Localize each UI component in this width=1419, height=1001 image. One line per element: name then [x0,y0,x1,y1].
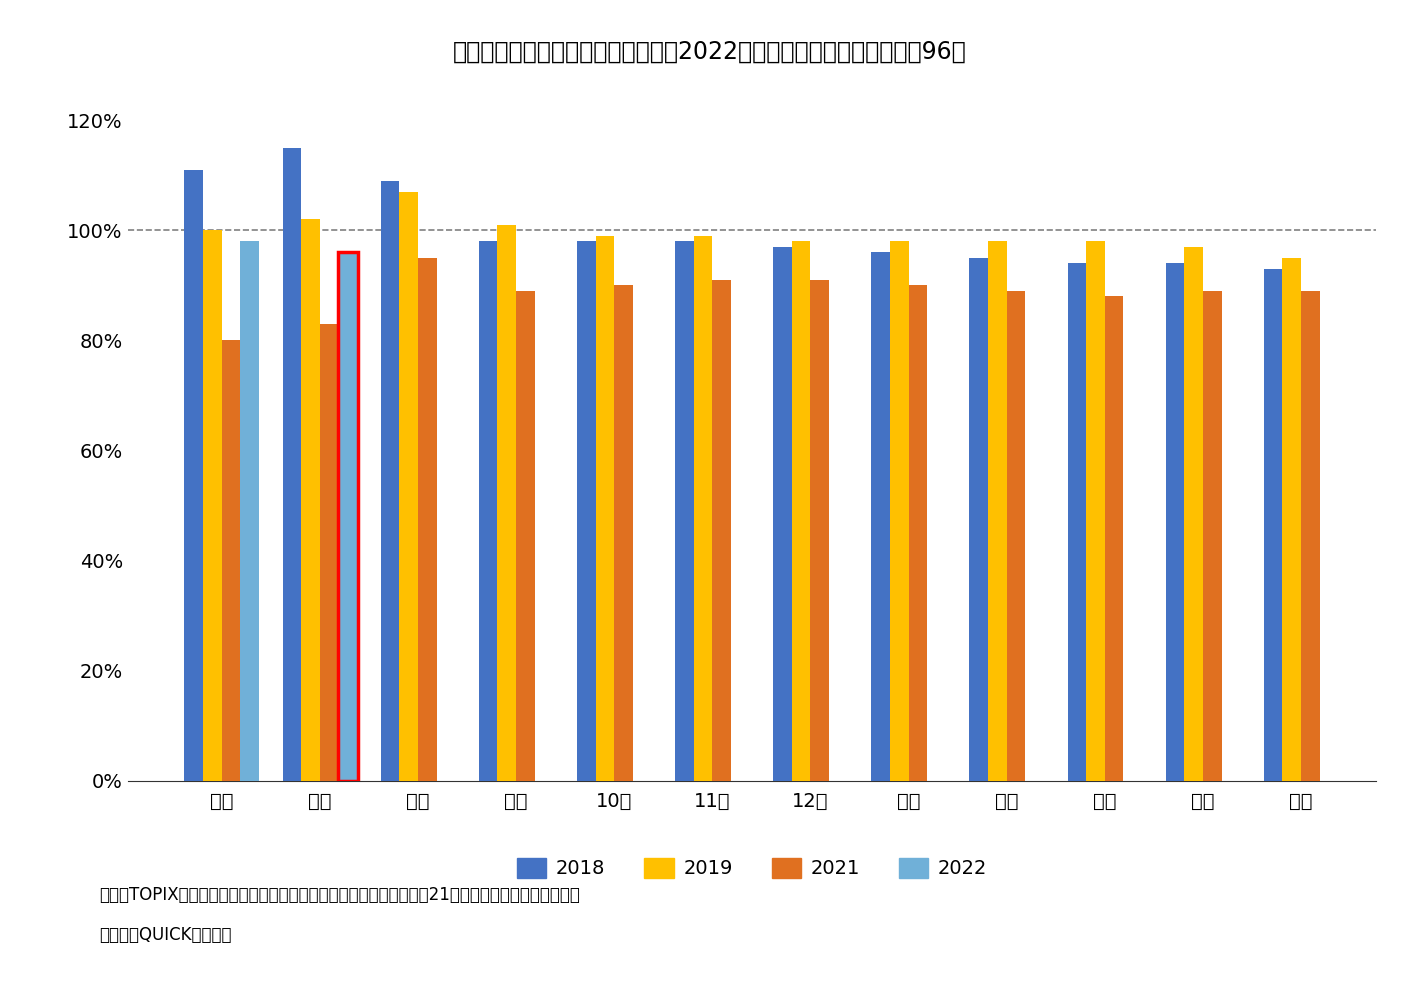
Bar [184,169,203,781]
Bar [338,252,358,781]
Bar [399,191,419,781]
Bar [694,236,712,781]
Bar [1185,246,1203,781]
Legend: 2018, 2019, 2021, 2022: 2018, 2019, 2021, 2022 [509,850,995,886]
Text: （注）TOPIX構成銀柄のうち４〜５月に自社株買いを決議した企業（21年５月のかんぽ生命は除く）: （注）TOPIX構成銀柄のうち４〜５月に自社株買いを決議した企業（21年５月のか… [99,886,580,904]
Bar [517,290,535,781]
Bar [240,241,260,781]
Bar [890,241,908,781]
Bar [908,285,927,781]
Bar [1006,290,1026,781]
Bar [203,230,221,781]
Bar [1067,263,1086,781]
Text: （資料）QUICKから作成: （資料）QUICKから作成 [99,926,231,944]
Bar [675,241,694,781]
Bar [792,241,810,781]
Bar [988,241,1006,781]
Bar [969,257,988,781]
Bar [1264,268,1283,781]
Bar [712,279,731,781]
Bar [578,241,596,781]
Bar [498,225,517,781]
Bar [419,257,437,781]
Bar [282,148,301,781]
Bar [773,246,792,781]
Bar [478,241,498,781]
Bar [596,236,614,781]
Bar [1301,290,1320,781]
Bar [871,252,890,781]
Bar [1203,290,1222,781]
Text: 図表３　取得期間を考慮した場合の2022年７月末時点の買付実施率は96％: 図表３ 取得期間を考慮した場合の2022年７月末時点の買付実施率は96％ [453,40,966,64]
Bar [301,219,319,781]
Bar [319,324,339,781]
Bar [221,340,240,781]
Bar [614,285,633,781]
Bar [1165,263,1185,781]
Bar [1105,296,1124,781]
Bar [380,180,399,781]
Bar [1283,257,1301,781]
Bar [1086,241,1105,781]
Bar [810,279,829,781]
Bar [339,252,358,781]
